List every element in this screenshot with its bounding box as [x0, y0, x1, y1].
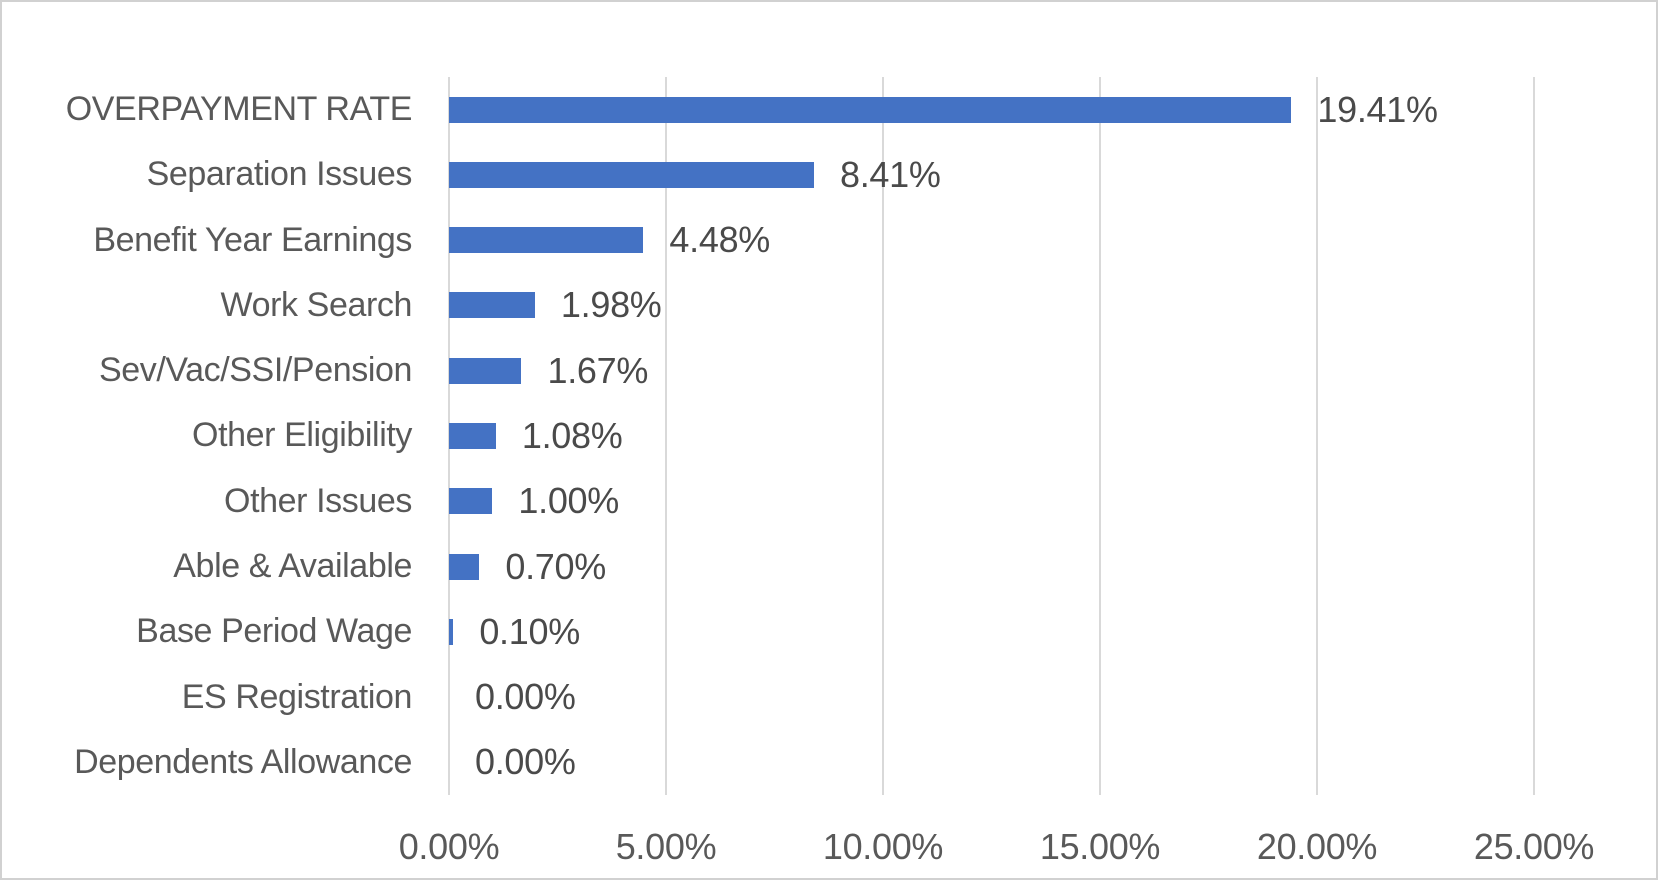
bar-value-label: 0.00% — [475, 676, 576, 718]
bar — [449, 227, 644, 254]
x-axis-tick-label: 15.00% — [1039, 826, 1161, 867]
category-label: Other Eligibility — [192, 416, 412, 455]
category-label: Benefit Year Earnings — [93, 220, 412, 259]
category-label: OVERPAYMENT RATE — [65, 90, 413, 129]
bar-value-label: 8.41% — [839, 153, 941, 195]
category-label: Sev/Vac/SSI/Pension — [98, 351, 412, 390]
gridline — [882, 77, 884, 795]
category-label: Base Period Wage — [136, 612, 412, 651]
x-axis-tick-label: 5.00% — [615, 826, 717, 867]
gridline — [1099, 77, 1101, 795]
x-axis-tick-label: 0.00% — [398, 826, 500, 867]
category-label: Dependents Allowance — [74, 742, 412, 781]
bar-value-label: 4.48% — [669, 219, 770, 261]
bar-value-label: 1.98% — [560, 284, 662, 326]
bar — [449, 96, 1292, 123]
bar — [449, 423, 496, 449]
bar — [449, 488, 493, 515]
bar-value-label: 0.70% — [505, 545, 606, 587]
x-axis-tick-label: 25.00% — [1473, 826, 1595, 867]
bar — [449, 292, 535, 319]
gridline — [1533, 77, 1535, 795]
category-label: ES Registration — [181, 677, 413, 716]
bar — [449, 357, 522, 384]
gridline — [1316, 77, 1318, 795]
bar — [449, 618, 454, 645]
bar-value-label: 1.00% — [518, 480, 619, 522]
gridline — [665, 77, 667, 795]
bar-value-label: 0.10% — [479, 610, 580, 652]
category-label: Separation Issues — [146, 155, 413, 194]
bar-value-label: 19.41% — [1317, 88, 1438, 130]
bar — [449, 161, 814, 188]
x-axis-tick-label: 20.00% — [1256, 826, 1378, 867]
bar-value-label: 1.67% — [547, 349, 649, 391]
bar — [449, 553, 480, 580]
x-axis-tick-label: 10.00% — [822, 826, 944, 867]
category-label: Other Issues — [224, 481, 412, 520]
category-label: Work Search — [220, 285, 413, 324]
bar-value-label: 0.00% — [475, 741, 576, 783]
category-label: Able & Available — [173, 547, 412, 586]
bar-value-label: 1.08% — [521, 414, 623, 456]
